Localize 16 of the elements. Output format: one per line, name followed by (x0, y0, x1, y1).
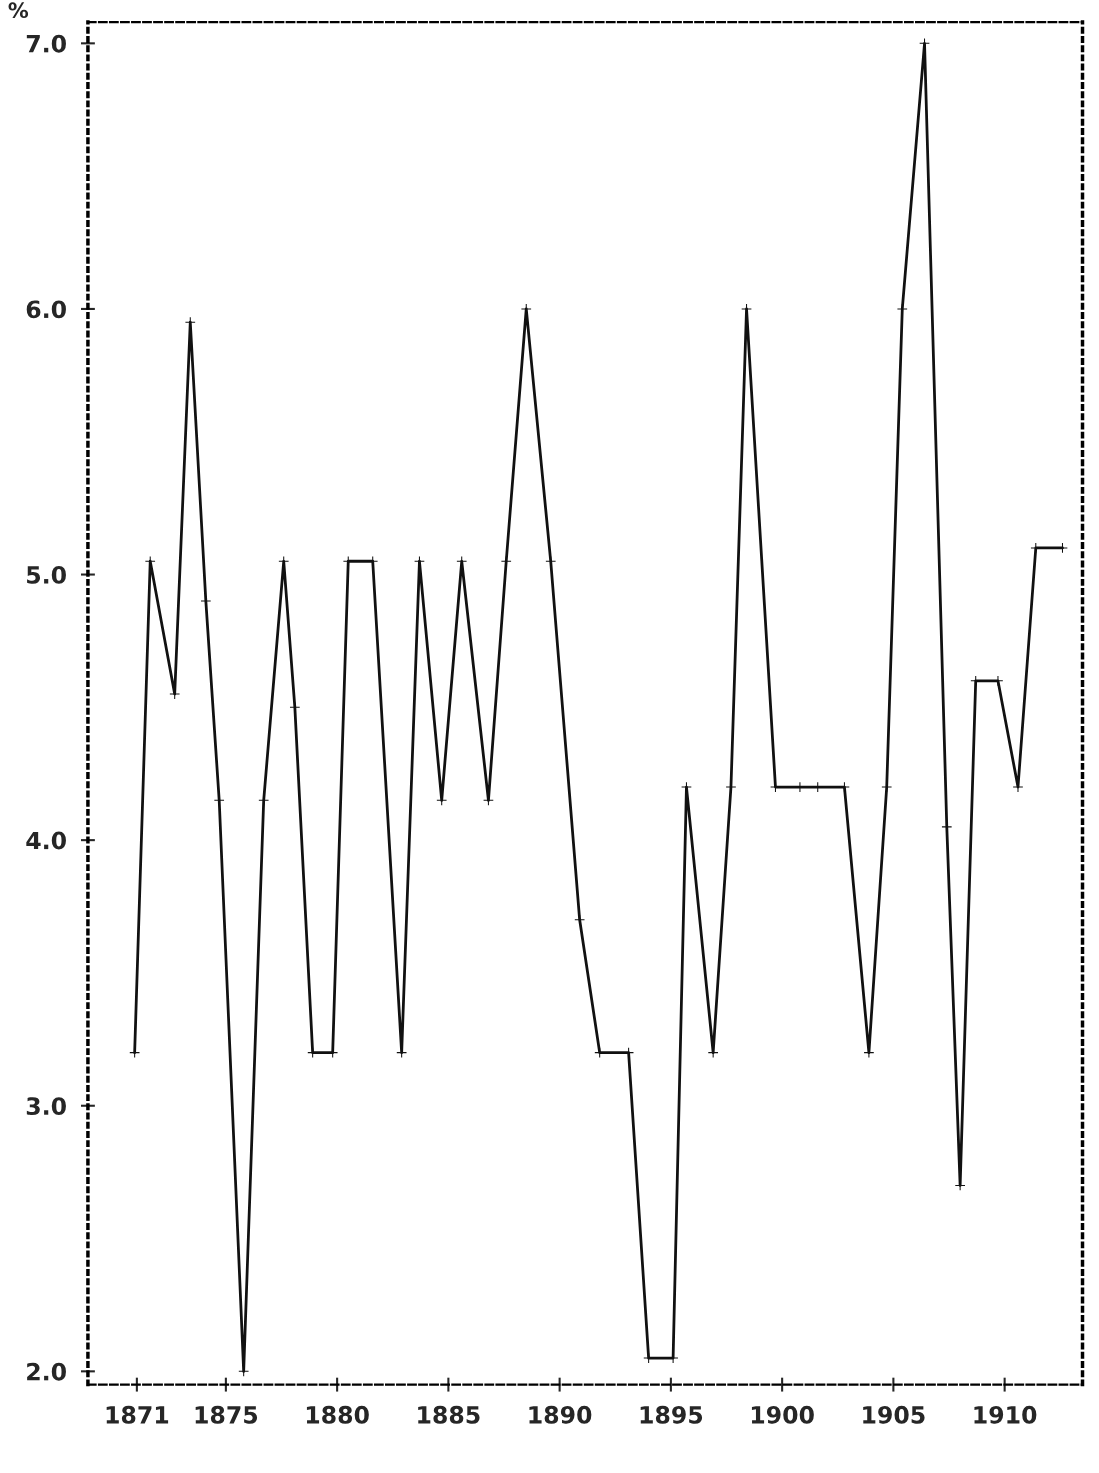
y-tick-label: 6.0 (26, 300, 66, 319)
y-tick-label: 4.0 (26, 831, 66, 850)
x-tick-label: 1910 (974, 1405, 1037, 1424)
y-tick-label: 5.0 (27, 565, 66, 584)
x-tick-label: 1905 (863, 1405, 925, 1424)
x-tick-label: 1875 (195, 1405, 258, 1424)
x-tick-label: 1890 (529, 1405, 592, 1424)
y-axis-title: % (8, 2, 29, 19)
x-tick-label: 1895 (640, 1405, 703, 1424)
x-tick-label: 1885 (418, 1405, 480, 1424)
y-tick-label: 7.0 (26, 34, 66, 53)
x-tick-label: 1871 (106, 1405, 169, 1424)
x-tick-label: 1900 (751, 1405, 814, 1424)
x-tick-label: 1880 (306, 1405, 369, 1424)
y-tick-label: 2.0 (27, 1362, 66, 1381)
y-tick-label: 3.0 (26, 1097, 66, 1116)
